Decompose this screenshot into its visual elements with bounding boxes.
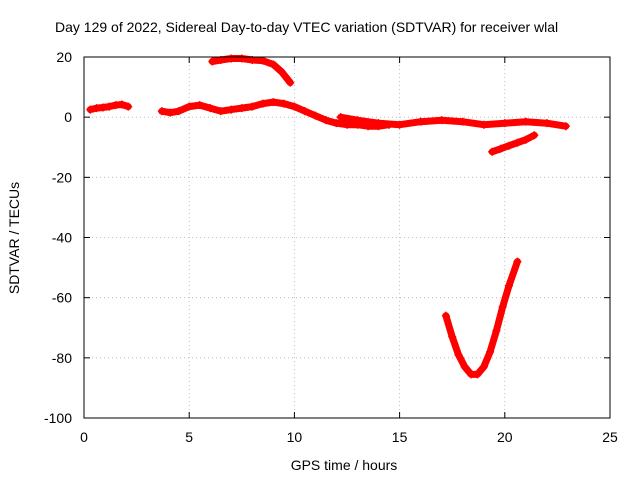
series-arc-early bbox=[86, 100, 133, 114]
series-trace bbox=[208, 55, 294, 87]
data-point bbox=[195, 101, 204, 110]
data-point bbox=[269, 60, 278, 69]
data-point bbox=[227, 54, 236, 63]
data-point bbox=[521, 135, 530, 144]
series-arc-main-1 bbox=[157, 98, 394, 131]
x-tick-label: 0 bbox=[80, 429, 88, 445]
data-point bbox=[300, 107, 309, 116]
y-tick-label: 0 bbox=[64, 109, 72, 125]
data-point bbox=[353, 116, 362, 125]
x-tick-labels: 0 5 10 15 20 25 bbox=[80, 429, 618, 445]
series-arc-high bbox=[208, 54, 295, 87]
x-tick-label: 15 bbox=[392, 429, 408, 445]
data-point bbox=[216, 107, 225, 116]
data-point bbox=[237, 54, 246, 63]
data-point bbox=[269, 98, 278, 107]
data-point bbox=[332, 119, 341, 128]
series-arc-main-2 bbox=[336, 113, 570, 131]
data-point bbox=[258, 99, 267, 108]
data-point bbox=[286, 78, 295, 87]
y-tick-label: 20 bbox=[56, 49, 72, 65]
y-axis-label: SDTVAR / TECUs bbox=[6, 182, 22, 294]
data-point bbox=[124, 102, 133, 111]
data-point bbox=[311, 111, 320, 120]
data-point bbox=[258, 56, 267, 65]
grid bbox=[84, 57, 610, 418]
series-arc-neg bbox=[488, 131, 539, 156]
data-series bbox=[86, 54, 570, 379]
data-point bbox=[86, 105, 95, 114]
x-tick-label: 25 bbox=[602, 429, 618, 445]
series-trace bbox=[337, 113, 570, 130]
data-point bbox=[105, 102, 114, 111]
data-point bbox=[473, 370, 482, 379]
data-point bbox=[321, 116, 330, 125]
data-point bbox=[395, 120, 404, 129]
data-point bbox=[460, 362, 469, 371]
data-point bbox=[227, 105, 236, 114]
data-point bbox=[174, 107, 183, 116]
data-point bbox=[500, 119, 509, 128]
data-point bbox=[157, 107, 166, 116]
data-point bbox=[498, 302, 507, 311]
y-tick-label: -60 bbox=[52, 290, 72, 306]
x-tick-label: 5 bbox=[185, 429, 193, 445]
data-point bbox=[521, 117, 530, 126]
data-point bbox=[374, 119, 383, 128]
data-point bbox=[513, 257, 522, 266]
data-point bbox=[441, 311, 450, 320]
data-point bbox=[542, 119, 551, 128]
data-point bbox=[479, 120, 488, 129]
data-point bbox=[496, 144, 505, 153]
data-point bbox=[290, 102, 299, 111]
data-point bbox=[277, 68, 286, 77]
data-point bbox=[279, 99, 288, 108]
data-point bbox=[479, 362, 488, 371]
x-axis-label: GPS time / hours bbox=[291, 457, 398, 473]
series-trace bbox=[442, 258, 521, 378]
data-point bbox=[185, 102, 194, 111]
data-point bbox=[248, 102, 257, 111]
data-point bbox=[488, 147, 497, 156]
chart-title: Day 129 of 2022, Sidereal Day-to-day VTE… bbox=[55, 19, 558, 35]
data-point bbox=[505, 141, 514, 150]
data-point bbox=[237, 104, 246, 113]
data-point bbox=[530, 131, 539, 140]
data-point bbox=[98, 103, 107, 112]
data-point bbox=[505, 281, 514, 290]
data-point bbox=[513, 138, 522, 147]
data-point bbox=[454, 350, 463, 359]
x-tick-label: 10 bbox=[287, 429, 303, 445]
data-point bbox=[343, 120, 351, 129]
x-tick-label: 20 bbox=[497, 429, 513, 445]
y-tick-label: -40 bbox=[52, 230, 72, 246]
y-tick-label: -20 bbox=[52, 169, 72, 185]
data-point bbox=[448, 332, 457, 341]
data-point bbox=[437, 116, 446, 125]
series-arc-dip bbox=[441, 257, 522, 379]
data-point bbox=[336, 113, 345, 122]
data-point bbox=[458, 117, 467, 126]
plot-frame bbox=[83, 56, 611, 419]
y-tick-label: -80 bbox=[52, 350, 72, 366]
data-point bbox=[208, 57, 217, 66]
y-tick-labels: 20 0 -20 -40 -60 -80 -100 bbox=[44, 49, 72, 426]
data-point bbox=[492, 326, 501, 335]
data-point bbox=[561, 122, 570, 131]
data-point bbox=[166, 108, 175, 117]
data-point bbox=[117, 100, 126, 109]
y-tick-label: -100 bbox=[44, 410, 72, 426]
data-point bbox=[486, 347, 495, 356]
data-point bbox=[206, 104, 215, 113]
data-point bbox=[416, 117, 425, 126]
